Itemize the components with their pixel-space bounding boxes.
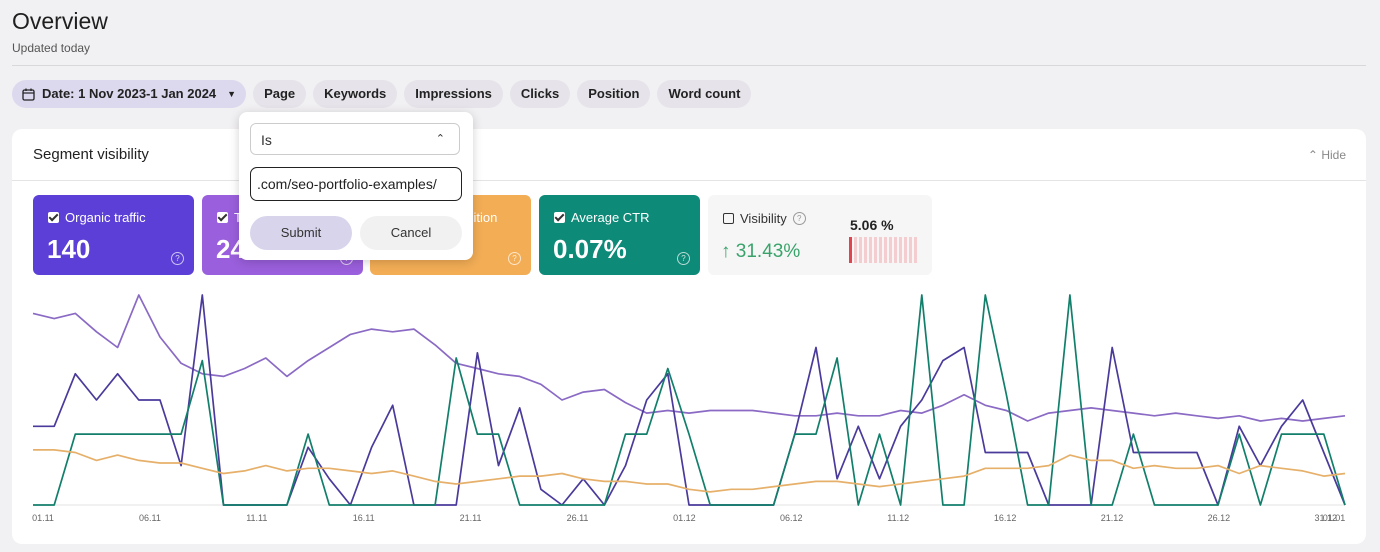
x-tick-label: 21.12 [1101,513,1124,523]
visibility-bar-gauge [849,237,917,263]
x-tick-label: 16.11 [353,513,375,523]
x-tick-label: 06.11 [139,513,161,523]
url-input[interactable] [250,167,462,201]
metric-value: 140 [47,234,91,264]
x-tick-label: 21.11 [460,513,482,523]
x-tick-label: 06.12 [780,513,803,523]
metric-label: Organic traffic [65,210,146,225]
updated-label: Updated today [12,41,91,55]
metric-value: 0.07% [553,234,627,264]
x-tick-label: 26.11 [567,513,589,523]
line-chart: 01.11 06.11 11.11 16.11 21.11 26.11 01.12 06.12… [32,294,1346,523]
filter-bar: Date: 1 Nov 2023-1 Jan 2024 ▼ Page Keywo… [12,80,752,108]
x-tick-label: 01.01 [1323,513,1346,523]
panel-title: Segment visibility [33,146,149,163]
operator-value: Is [261,132,272,148]
series-line-4 [33,449,1346,493]
hide-label: Hide [1321,148,1346,162]
operator-select[interactable]: Is ⌃ [250,123,460,155]
x-tick-label: 31.12 [1315,513,1338,523]
series-line-3 [33,294,1346,506]
chevron-up-icon: ⌃ [1307,148,1318,162]
series-line-1 [32,294,1346,422]
page-title: Overview [12,8,108,34]
filter-chip-impressions[interactable]: Impressions [404,80,503,108]
segment-visibility-panel: Segment visibility ⌃ Hide Organic traffi… [12,129,1366,544]
filter-chip-keywords[interactable]: Keywords [313,80,398,108]
filter-chip-page[interactable]: Page [253,80,307,108]
visibility-percent: 5.06 % [850,217,894,233]
metric-label: Visibility [740,211,787,226]
metric-label: T [234,210,242,225]
panel-header: Segment visibility ⌃ Hide [12,129,1366,181]
calendar-icon [22,88,35,101]
submit-button[interactable]: Submit [250,216,352,250]
x-tick-label: 11.12 [887,513,909,523]
help-icon[interactable]: ? [171,252,184,265]
date-filter-chip[interactable]: Date: 1 Nov 2023-1 Jan 2024 ▼ [12,80,247,108]
header-divider [12,65,1366,66]
metric-card-average-ctr[interactable]: Average CTR 0.07% ? [539,195,700,275]
caret-down-icon: ▼ [227,89,237,99]
date-filter-label: Date: 1 Nov 2023-1 Jan 2024 [42,86,217,101]
x-tick-label: 01.11 [32,513,54,523]
metric-label: sition [467,210,498,225]
checkbox-unchecked-icon[interactable] [723,213,734,224]
visibility-change: ↑ 31.43% [721,241,800,263]
metric-label: Average CTR [571,210,650,225]
arrow-up-icon: ↑ [721,241,731,262]
hide-button[interactable]: ⌃ Hide [1308,148,1346,162]
filter-chip-clicks[interactable]: Clicks [509,80,571,108]
help-icon[interactable]: ? [792,212,806,225]
checkbox-checked-icon[interactable] [554,212,565,223]
checkbox-checked-icon[interactable] [217,212,228,223]
cancel-button[interactable]: Cancel [360,216,462,250]
x-tick-label: 26.12 [1208,513,1231,523]
metric-card-visibility[interactable]: Visibility? ↑ 31.43% 5.06 % [708,195,932,275]
help-icon[interactable]: ? [508,252,521,265]
x-tick-label: 01.12 [673,513,696,523]
chevron-up-icon: ⌃ [435,133,445,145]
filter-chip-word-count[interactable]: Word count [657,80,752,108]
x-tick-label: 16.12 [994,513,1017,523]
visibility-change-value: 31.43% [735,241,801,262]
x-tick-label: 11.11 [246,513,267,523]
filter-chip-position[interactable]: Position [577,80,651,108]
metric-card-organic-traffic[interactable]: Organic traffic 140 ? [33,195,194,275]
help-icon[interactable]: ? [677,252,690,265]
checkbox-checked-icon[interactable] [48,212,59,223]
page-filter-popup: Is ⌃ Submit Cancel [239,112,473,260]
